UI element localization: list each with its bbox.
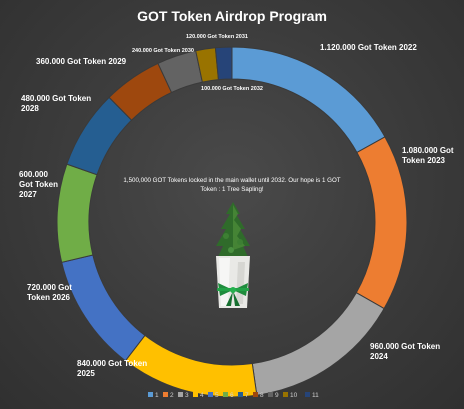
legend-swatch-7 bbox=[238, 392, 243, 397]
legend-label-1: 1 bbox=[155, 392, 159, 399]
slice-3 bbox=[251, 292, 385, 396]
slice-label-10: 120.000 Got Token 2031 bbox=[186, 34, 248, 40]
legend-swatch-8 bbox=[253, 392, 258, 397]
slice-label-8: 360.000 Got Token 2029 bbox=[36, 57, 127, 66]
legend-label-9: 9 bbox=[275, 392, 279, 399]
slice-6 bbox=[56, 163, 98, 263]
slice-1 bbox=[231, 46, 386, 154]
legend-label-7: 7 bbox=[245, 392, 249, 399]
center-note: 1,500,000 GOT Tokens locked in the main … bbox=[123, 177, 340, 193]
sapling-illustration bbox=[216, 202, 250, 308]
legend-swatch-9 bbox=[268, 392, 273, 397]
slice-label-1: 1.120.000 Got Token 2022 bbox=[320, 43, 417, 52]
legend-swatch-4 bbox=[193, 392, 198, 397]
legend-label-8: 8 bbox=[260, 392, 264, 399]
chart-title: GOT Token Airdrop Program bbox=[137, 8, 327, 24]
legend-swatch-10 bbox=[283, 392, 288, 397]
legend-label-10: 10 bbox=[290, 392, 298, 399]
slice-label-9: 240.000 Got Token 2030 bbox=[132, 48, 194, 54]
slice-5 bbox=[61, 254, 146, 362]
legend-label-2: 2 bbox=[170, 392, 174, 399]
svg-text:1,500,000 GOT Tokens locked in: 1,500,000 GOT Tokens locked in the main … bbox=[123, 177, 340, 193]
chart-legend: 1 2 3 4 5 6 7 8 9 10 11 bbox=[148, 392, 319, 399]
legend-swatch-1 bbox=[148, 392, 153, 397]
legend-swatch-6 bbox=[223, 392, 228, 397]
slice-label-7: 480.000 Got Token 2028 bbox=[21, 94, 91, 113]
slice-label-11: 100.000 Got Token 2032 bbox=[201, 86, 263, 92]
legend-swatch-3 bbox=[178, 392, 183, 397]
slice-label-4: 840.000 Got Token 2025 bbox=[77, 359, 147, 378]
legend-label-6: 6 bbox=[230, 392, 234, 399]
legend-swatch-11 bbox=[305, 392, 310, 397]
slice-label-3: 960.000 Got Token 2024 bbox=[370, 342, 440, 361]
legend-label-5: 5 bbox=[215, 392, 219, 399]
legend-swatch-2 bbox=[163, 392, 168, 397]
slice-label-6: 600.000 Got Token 2027 bbox=[19, 170, 58, 199]
legend-label-3: 3 bbox=[185, 392, 189, 399]
slice-label-2: 1.080.000 Got Token 2023 bbox=[402, 146, 454, 165]
slice-11 bbox=[214, 46, 233, 81]
slice-label-5: 720.000 Got Token 2026 bbox=[27, 283, 72, 302]
legend-swatch-5 bbox=[208, 392, 213, 397]
legend-label-4: 4 bbox=[200, 392, 204, 399]
slice-2 bbox=[355, 136, 408, 310]
legend-label-11: 11 bbox=[312, 392, 319, 399]
